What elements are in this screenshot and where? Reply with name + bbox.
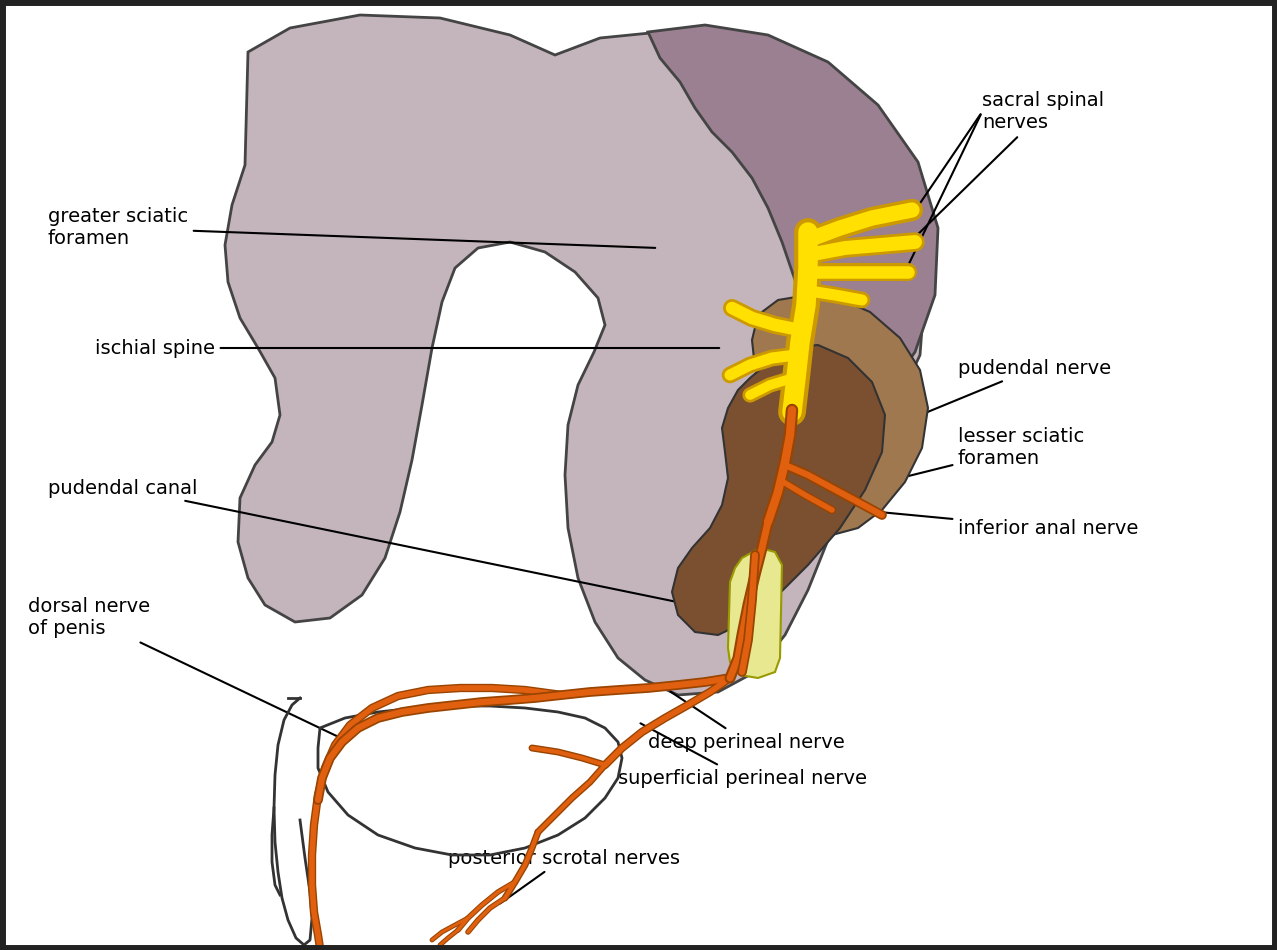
Text: pudendal canal: pudendal canal bbox=[49, 479, 752, 618]
Text: greater sciatic
foramen: greater sciatic foramen bbox=[49, 207, 655, 249]
Text: posterior scrotal nerves: posterior scrotal nerves bbox=[448, 848, 679, 903]
Polygon shape bbox=[672, 345, 885, 635]
Text: lesser sciatic
foramen: lesser sciatic foramen bbox=[822, 428, 1084, 498]
Polygon shape bbox=[728, 548, 782, 678]
Polygon shape bbox=[752, 295, 928, 535]
Polygon shape bbox=[225, 15, 925, 695]
Text: superficial perineal nerve: superficial perineal nerve bbox=[618, 723, 867, 788]
Polygon shape bbox=[647, 25, 939, 398]
Text: deep perineal nerve: deep perineal nerve bbox=[647, 692, 845, 751]
Text: pudendal nerve: pudendal nerve bbox=[843, 358, 1111, 446]
Text: inferior anal nerve: inferior anal nerve bbox=[861, 510, 1138, 538]
Text: sacral spinal
nerves: sacral spinal nerves bbox=[912, 91, 1105, 240]
Text: ischial spine: ischial spine bbox=[94, 338, 719, 357]
Text: dorsal nerve
of penis: dorsal nerve of penis bbox=[28, 598, 342, 739]
